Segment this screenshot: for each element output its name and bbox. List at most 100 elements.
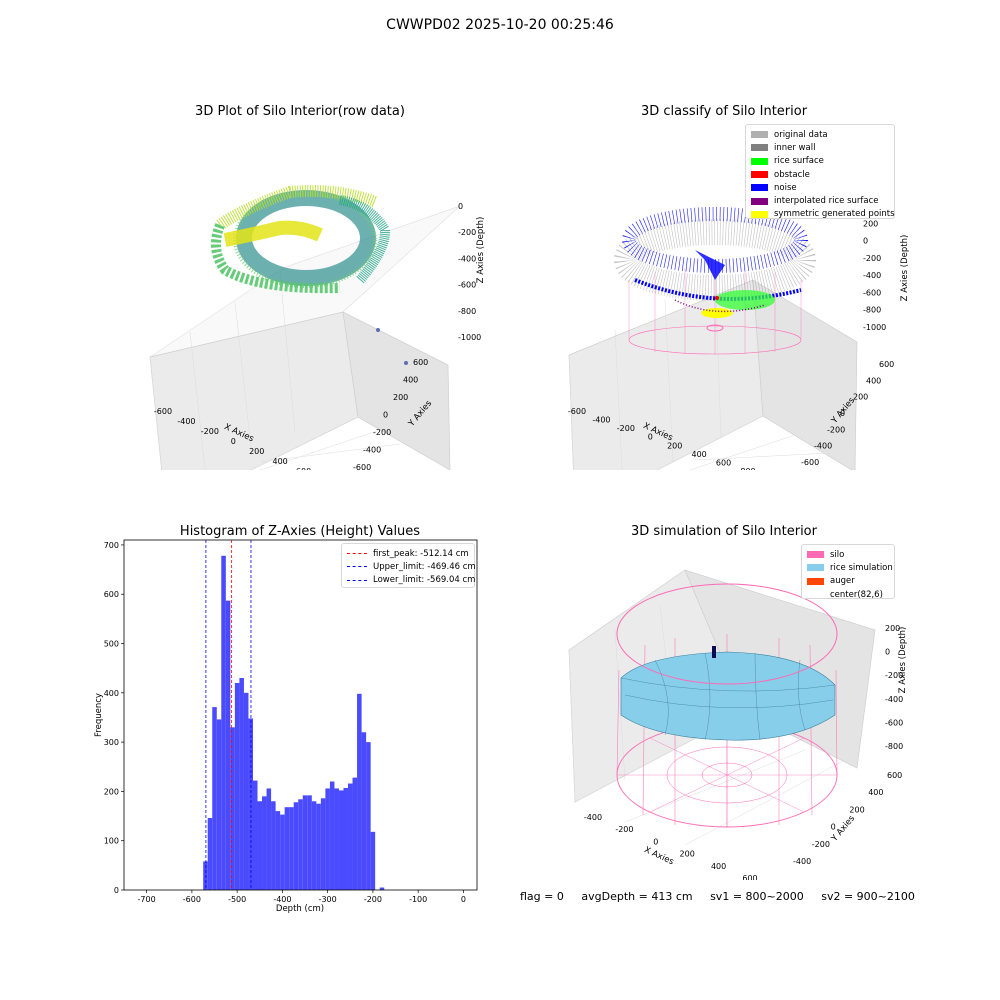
z-axis-tick: 200 <box>863 219 878 228</box>
histogram-x-tick: 0 <box>461 895 466 904</box>
y-axis-tick: 600 <box>413 358 428 367</box>
y-axis-tick: 200 <box>853 393 868 402</box>
histogram-bar <box>275 811 281 890</box>
panel4-title: 3D simulation of Silo Interior <box>631 524 817 539</box>
figure-title: CWWPD02 2025-10-20 00:25:46 <box>386 17 614 33</box>
histogram-bar <box>203 861 208 890</box>
legend-entry: center(82,6) <box>807 588 889 601</box>
panel4-silo-simulation <box>616 583 838 828</box>
histogram-bar <box>298 799 303 890</box>
z-axis-tick: -200 <box>863 254 881 263</box>
histogram-bar <box>329 781 335 890</box>
y-axis-tick: 200 <box>849 805 864 814</box>
y-axis-tick: 0 <box>840 409 845 418</box>
legend-entry: silo <box>807 548 889 561</box>
histogram-bar <box>216 719 222 890</box>
legend-entry: first_peak: -512.14 cm <box>347 547 469 560</box>
histogram-x-tick: -600 <box>183 895 201 904</box>
histogram-y-label: Frequency <box>94 693 104 737</box>
z-axis-tick: -600 <box>885 718 903 727</box>
histogram-bar <box>271 801 276 890</box>
x-axis-tick: -400 <box>584 813 602 822</box>
histogram-x-tick: -100 <box>409 895 427 904</box>
histogram-y-tick: 600 <box>104 590 119 599</box>
histogram-bar <box>239 678 244 890</box>
x-axis-tick: -600 <box>154 407 172 416</box>
histogram-bar <box>343 787 349 890</box>
histogram-y-tick: 500 <box>104 640 119 649</box>
status-footer: flag = 0 avgDepth = 413 cm sv1 = 800~200… <box>520 890 929 903</box>
histogram-bar <box>338 790 344 890</box>
panel1-title: 3D Plot of Silo Interior(row data) <box>195 104 405 119</box>
histogram-bar <box>212 707 217 890</box>
y-axis-tick: 400 <box>866 376 881 385</box>
z-axis-tick: -400 <box>458 254 476 263</box>
histogram-bar <box>325 788 330 890</box>
x-axis-tick: -200 <box>201 427 219 436</box>
y-axis-tick: -600 <box>801 458 819 467</box>
y-axis-tick: 600 <box>879 360 894 369</box>
histogram-x-tick: -300 <box>319 895 337 904</box>
y-axis-tick: 600 <box>887 771 902 780</box>
flag-text: flag = 0 <box>520 890 564 903</box>
z-axis-tick: -600 <box>458 281 476 290</box>
histogram-x-tick: -200 <box>364 895 382 904</box>
legend-entry: original data <box>751 128 889 141</box>
y-axis-tick: -400 <box>793 857 811 866</box>
z-axis-tick: -1000 <box>458 333 481 342</box>
y-axis-tick: 400 <box>868 788 883 797</box>
panel4-3d-plot: -400-2000200400600-400-20002004006002000… <box>568 569 908 880</box>
legend-entry: Lower_limit: -569.04 cm <box>347 574 475 587</box>
legend-entry: Upper_limit: -469.46 cm <box>347 560 476 573</box>
histogram-title: Histogram of Z-Axies (Height) Values <box>179 524 421 539</box>
x-axis-tick: 800 <box>740 467 755 470</box>
z-axis-tick: 0 <box>458 202 463 211</box>
z-axis-label: Z Axies (Depth) <box>476 217 486 284</box>
legend-entry: noise <box>751 181 889 194</box>
x-axis-tick: 400 <box>711 862 726 871</box>
histogram-x-tick: -500 <box>228 895 246 904</box>
histogram-bar <box>243 692 249 890</box>
histogram-bar <box>302 795 308 890</box>
z-axis-label: Z Axies (Depth) <box>900 235 910 302</box>
panel4-legend: silo rice simulation auger center(82,6) <box>801 544 895 601</box>
histogram-y-tick: 700 <box>104 541 119 550</box>
z-axis-tick: -1000 <box>863 323 886 332</box>
legend-entry: interpolated rice surface <box>751 194 889 207</box>
histogram-bar <box>248 718 253 890</box>
histogram-y-tick: 300 <box>104 738 119 747</box>
avg-depth-text: avgDepth = 413 cm <box>581 890 693 903</box>
y-axis-tick: -200 <box>827 425 845 434</box>
histogram-bar <box>234 682 240 890</box>
x-axis-tick: 200 <box>680 850 695 859</box>
histogram-x-label: Depth (cm) <box>276 904 324 914</box>
y-axis-tick: -400 <box>363 446 381 455</box>
legend-entry: rice simulation <box>807 561 893 574</box>
sv1-text: sv1 = 800~2000 <box>710 890 804 903</box>
panel2-legend: original data inner wall rice surface obsta… <box>745 124 895 219</box>
y-axis-tick: -400 <box>814 442 832 451</box>
histogram-bar <box>366 742 371 890</box>
histogram-bar <box>293 802 299 890</box>
z-axis-tick: -200 <box>885 671 903 680</box>
x-axis-tick: 200 <box>667 441 682 450</box>
x-axis-tick: 600 <box>742 874 757 880</box>
z-axis-tick: -400 <box>863 271 881 280</box>
y-axis-tick: 400 <box>403 376 418 385</box>
x-axis-tick: 400 <box>692 450 707 459</box>
legend-entry: symmetric generated points <box>751 208 895 221</box>
legend-entry: rice surface <box>751 155 889 168</box>
histogram-y-tick: 400 <box>104 689 119 698</box>
x-axis-tick: 0 <box>653 837 658 846</box>
histogram-y-tick: 0 <box>114 886 119 895</box>
histogram-legend: first_peak: -512.14 cm Upper_limit: -469.… <box>341 543 476 588</box>
auger-icon <box>712 646 716 658</box>
histogram-bar <box>221 555 226 890</box>
x-axis-label: X Axies <box>643 845 676 868</box>
histogram-x-tick: -700 <box>138 895 156 904</box>
histogram-bar <box>361 732 367 890</box>
histogram-bar <box>316 803 321 890</box>
legend-entry: auger <box>807 575 889 588</box>
sv2-text: sv2 = 900~2100 <box>821 890 915 903</box>
x-axis-tick: -600 <box>568 407 586 416</box>
